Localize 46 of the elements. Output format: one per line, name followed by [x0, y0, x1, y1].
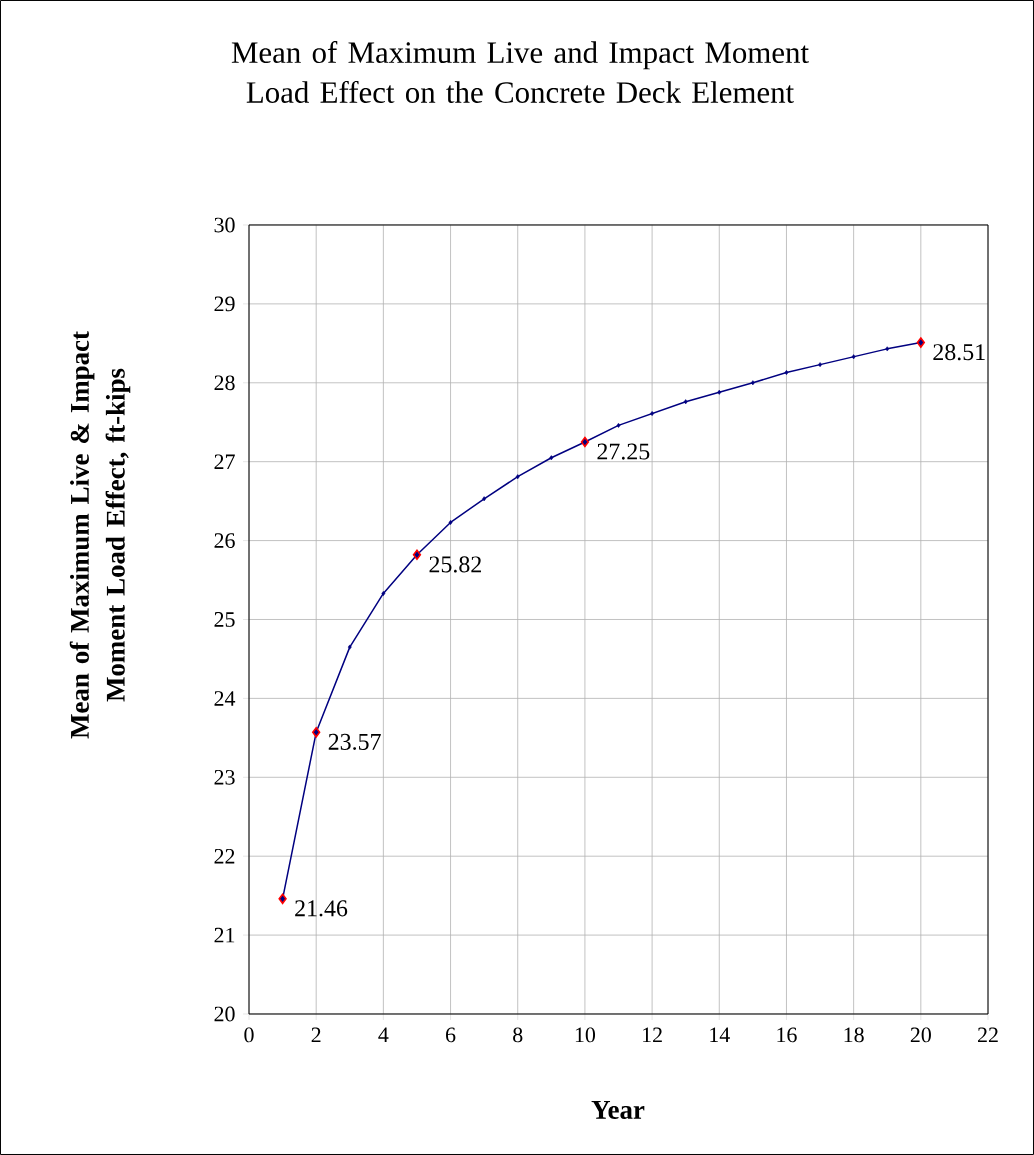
y-tick-label: 22	[214, 848, 235, 864]
point	[851, 354, 856, 360]
point	[515, 474, 520, 480]
point	[482, 496, 487, 502]
x-tick-label: 0	[244, 1027, 254, 1043]
y-tick-label: 26	[214, 533, 235, 548]
y-tick-label: 23	[214, 769, 235, 785]
y-axis-title: Mean of Maximum Live & Impact Moment Load Effect, ft-kips	[69, 331, 131, 739]
data-label: 27.25	[597, 443, 650, 460]
point	[549, 455, 554, 461]
point	[448, 519, 453, 525]
point	[885, 346, 890, 352]
x-axis-title: Year	[591, 1101, 645, 1119]
data-label: 21.46	[295, 900, 348, 917]
x-tick-label: 12	[643, 1027, 662, 1043]
y-tick-label: 20	[214, 1006, 235, 1022]
y-tick-label: 25	[214, 612, 235, 627]
point	[347, 644, 352, 650]
point	[683, 399, 688, 405]
x-tick-label: 4	[378, 1027, 389, 1042]
x-tick-label: 16	[777, 1027, 797, 1043]
x-tick-label: 20	[910, 1027, 931, 1043]
y-tick-label: 28	[214, 375, 235, 391]
y-tick-label: 24	[214, 691, 236, 706]
point	[650, 411, 654, 417]
y-tick-label: 29	[214, 296, 235, 312]
point	[381, 591, 386, 596]
x-tick-label: 22	[978, 1027, 998, 1043]
y-tick-label: 21	[214, 927, 235, 943]
chart-title: Mean of Maximum Live and Impact Moment Load Effect on the Concrete Deck Element	[231, 41, 809, 103]
x-tick-label: 18	[844, 1027, 864, 1043]
data-label: 28.51	[933, 344, 985, 361]
x-tick-label: 14	[710, 1027, 730, 1042]
x-tick-label: 6	[446, 1027, 456, 1043]
y-tick-label: 30	[214, 217, 235, 233]
point	[818, 362, 822, 368]
point	[784, 370, 789, 375]
point	[616, 422, 621, 428]
data-label: 23.57	[328, 733, 381, 751]
point	[750, 380, 755, 386]
x-tick-label: 2	[311, 1027, 321, 1043]
x-tick-label: 8	[513, 1027, 523, 1043]
x-tick-label: 10	[575, 1027, 596, 1043]
data-label: 25.82	[429, 556, 481, 573]
y-tick-label: 27	[214, 454, 235, 469]
point	[717, 389, 722, 395]
